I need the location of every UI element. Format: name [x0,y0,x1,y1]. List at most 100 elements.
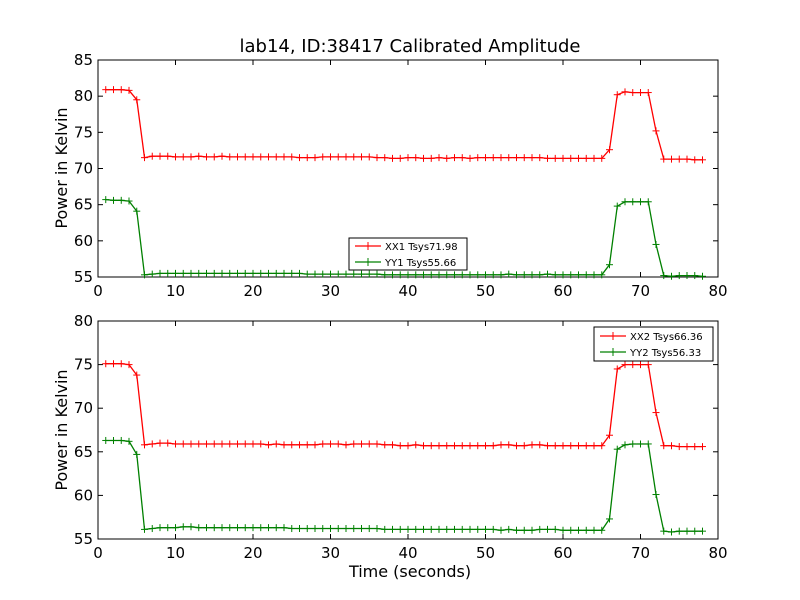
bottom-series-0-point [179,440,187,448]
bottom-series-1-point [489,525,497,533]
top-series-0-point [699,156,706,164]
bottom-series-1-point [505,525,513,533]
legend-label-xx2: XX2 Tsys66.36 [630,332,703,343]
top-series-1-point [365,270,373,278]
bottom-series-0-point [466,442,474,450]
top-series-1-point [582,271,590,279]
bottom-series-1-point [427,525,435,533]
bottom-series-0-point [427,442,435,450]
top-series-1-point [358,270,365,278]
bottom-series-0-point [404,442,412,450]
top-series-0-point [435,154,443,162]
top-series-1-point [551,271,559,279]
top-series-0-point [179,153,187,161]
bottom-series-1-point [528,526,536,534]
top-series-0-point [660,155,668,163]
bottom-series-0-point [133,371,141,379]
bottom-legend: XX2 Tsys66.36 YY2 Tsys56.33 [593,326,714,362]
top-x-tick-label: 20 [243,282,262,300]
top-series-1-point [629,198,637,206]
bottom-y-tick-label: 70 [74,399,93,417]
top-series-1-point [195,269,203,277]
legend-label-xx1: XX1 Tsys71.98 [385,242,458,253]
bottom-series-1-point [179,523,187,531]
bottom-x-tick-label: 80 [708,544,727,562]
top-series-1-point [249,269,257,277]
bottom-series-0-point [373,440,381,448]
bottom-series-group [102,360,706,536]
bottom-series-1-point [365,525,373,533]
top-x-tick-label: 40 [398,282,417,300]
top-series-1-point [404,271,412,279]
bottom-series-0-point [141,441,148,449]
top-x-tick-label: 80 [708,282,727,300]
top-y-tick-label: 55 [74,268,93,286]
top-y-tick-label: 80 [74,87,93,105]
bottom-series-line-1 [105,439,703,533]
bottom-series-0-point [210,440,218,448]
bottom-series-0-point [699,443,706,451]
bottom-series-0-point [513,442,520,450]
top-series-0-point [117,86,125,94]
top-series-1-point [427,271,435,279]
bottom-series-0-point [296,441,303,449]
bottom-series-1-point [536,525,544,533]
top-series-0-point [389,154,396,162]
bottom-x-tick-label: 70 [631,544,650,562]
bottom-series-0-point [272,440,280,448]
top-series-1-point [683,272,691,280]
bottom-series-0-point [125,361,133,369]
bottom-series-1-point [241,524,249,532]
bottom-series-0-point [358,440,365,448]
top-series-0-point [358,153,365,161]
bottom-series-1-point [451,525,458,533]
bottom-series-0-point [280,441,288,449]
bottom-series-1-point [102,436,110,444]
top-series-0-point [350,153,358,161]
top-series-0-point [458,154,466,162]
top-series-0-point [280,153,288,161]
top-series-1-point [497,271,505,279]
top-series-1-point [218,269,226,277]
top-series-1-point [334,270,342,278]
top-series-0-point [613,91,621,99]
bottom-y-tick-label: 55 [74,530,93,548]
bottom-series-1-point [311,525,319,533]
top-series-0-point [164,152,172,160]
bottom-series-0-point [691,443,699,451]
top-series-1-point [288,269,296,277]
bottom-series-1-point [613,445,621,453]
bottom-series-1-point [125,437,133,445]
chart-title: lab14, ID:38417 Calibrated Amplitude [240,36,581,57]
top-y-axis-label: Power in Kelvin [52,107,71,228]
top-series-0-point [133,96,141,104]
top-series-0-point [505,154,513,162]
top-series-1-point [381,271,389,279]
top-series-0-point [567,154,575,162]
bottom-series-1-point [629,440,637,448]
bottom-series-1-point [303,525,311,533]
bottom-plot: 0 10 20 30 40 50 60 70 80 55 60 65 70 75 80 Power in … [52,312,728,581]
top-series-0-point [629,89,637,97]
top-series-1-point [280,269,288,277]
bottom-series-0-point [257,440,265,448]
bottom-series-1-point [249,524,257,532]
legend-label-yy2: YY2 Tsys56.33 [629,348,701,359]
bottom-series-0-point [110,360,117,368]
top-series-1-point [637,198,644,206]
top-legend: XX1 Tsys71.98 YY1 Tsys55.66 [348,237,468,271]
top-series-0-point [141,154,148,162]
bottom-series-0-point [102,360,110,368]
bottom-series-0-point [544,442,551,450]
top-series-0-point [683,155,691,163]
bottom-series-0-point [381,441,389,449]
top-series-1-point [117,196,125,204]
top-series-1-point [342,270,350,278]
bottom-series-0-point [629,361,637,369]
top-series-0-point [327,153,334,161]
top-series-0-point [249,153,257,161]
top-series-0-point [412,154,420,162]
bottom-series-1-point [652,491,660,499]
top-series-0-point [466,154,474,162]
top-series-1-point [420,271,427,279]
